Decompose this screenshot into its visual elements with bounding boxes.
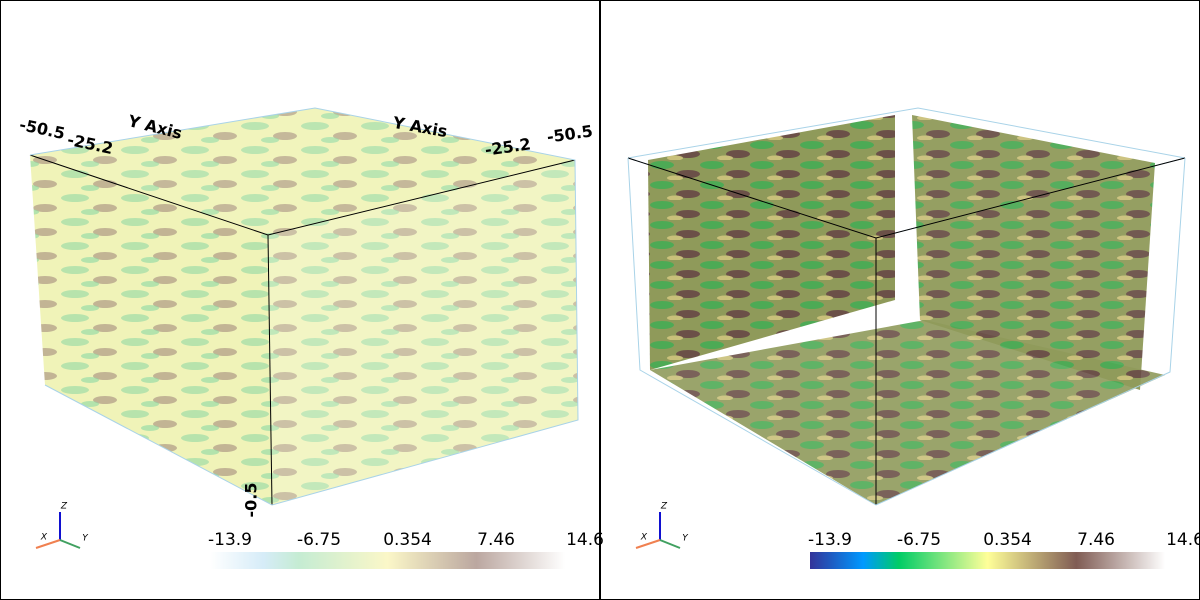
orientation-label: Z (660, 502, 668, 512)
colorbar-tick-label: 0.354 (383, 530, 432, 550)
colorbar-tick-label: -6.75 (897, 530, 941, 550)
colorbar-tick-label: -13.9 (808, 530, 852, 550)
axis-tick-label: -50.5 (546, 121, 594, 146)
orientation-label: Y (682, 534, 689, 544)
colorbar (810, 552, 1165, 569)
axis-tick-label: -50.5 (18, 115, 67, 143)
orientation-label: Z (60, 502, 68, 512)
colorbar-tick-label: -13.9 (208, 530, 252, 550)
colorbar-tick-label: -6.75 (297, 530, 341, 550)
orientation-widget (35, 512, 681, 549)
colorbar-tick-label: 14.6 (1166, 530, 1200, 550)
volume (29, 107, 579, 506)
axis-tick-label: -0.5 (242, 483, 261, 518)
orientation-label: X (40, 533, 48, 543)
slices (627, 107, 1186, 506)
colorbar-tick-label: 7.46 (477, 530, 515, 550)
colorbar (210, 552, 565, 569)
orientation-label: X (640, 533, 648, 543)
colorbar-tick-label: 0.354 (983, 530, 1032, 550)
colorbar-tick-label: 7.46 (1077, 530, 1115, 550)
colorbar-tick-label: 14.6 (566, 530, 604, 550)
orientation-label: Y (82, 534, 89, 544)
